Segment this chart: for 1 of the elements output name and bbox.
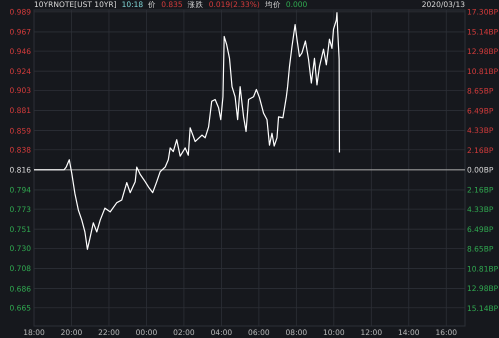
line-series [33, 12, 340, 250]
